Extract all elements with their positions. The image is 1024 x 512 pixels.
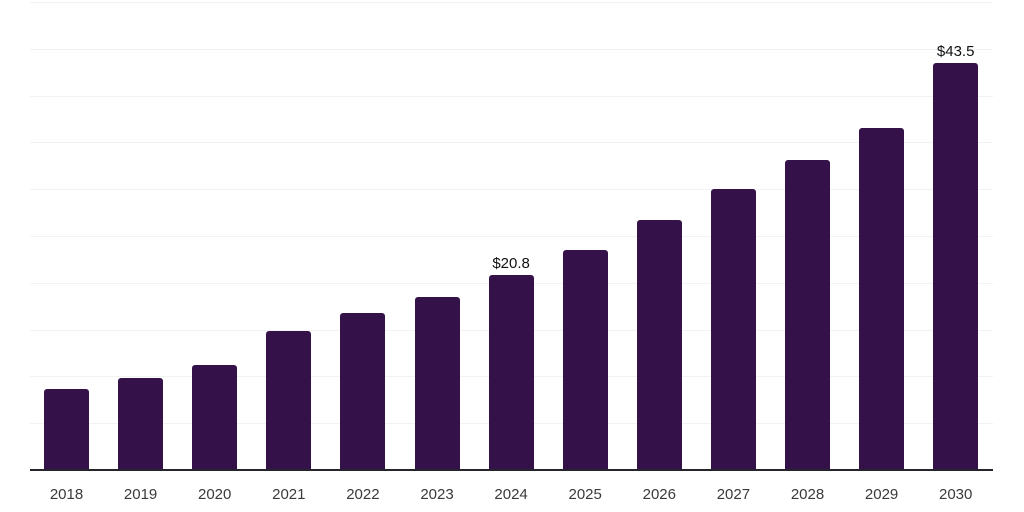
bar-2023 [414,296,460,470]
bar-2024 [488,275,534,470]
gridline-40 [30,95,993,97]
gridline-50 [30,2,993,3]
bar-2021 [266,330,312,470]
gridline-30 [30,189,993,191]
x-tick-label-2020: 2020 [198,486,232,503]
gridline-35 [30,142,993,144]
bar-2019 [118,378,164,470]
bar-2027 [710,189,756,470]
bar-2029 [859,128,905,470]
gridline-45 [30,48,993,50]
x-tick-label-2018: 2018 [49,486,84,503]
x-tick-label-2019: 2019 [123,486,158,503]
x-tick-label-2021: 2021 [272,486,306,503]
bar-2025 [562,250,608,470]
bar-2026 [636,220,682,470]
x-tick-label-2024: 2024 [494,486,528,503]
x-tick-label-2025: 2025 [568,486,602,503]
x-tick-label-2022: 2022 [346,486,380,503]
bar-2020 [192,365,238,470]
x-tick-label-2030: 2030 [939,486,973,503]
x-tick-label-2028: 2028 [790,486,825,503]
x-tick-label-2029: 2029 [864,486,899,503]
bar-2018 [44,388,89,470]
bar-2022 [340,312,386,470]
x-tick-label-2026: 2026 [642,486,676,503]
x-tick-label-2027: 2027 [716,486,751,503]
data-label-2024: $20.8 [492,255,530,273]
bar-2028 [785,160,830,470]
x-axis-line [30,469,993,471]
gridline-25 [30,236,993,237]
bar-2030 [933,62,979,470]
x-tick-label-2023: 2023 [420,486,454,503]
data-label-2030: $43.5 [936,42,975,60]
